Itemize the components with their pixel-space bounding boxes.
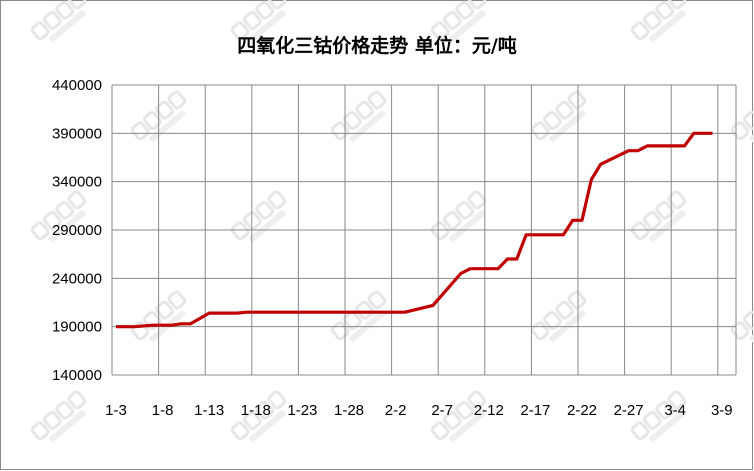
watermark-logo xyxy=(430,0,487,43)
x-tick-label: 3-9 xyxy=(711,402,733,419)
chart-title: 四氧化三钴价格走势 单位：元/吨 xyxy=(237,34,517,57)
y-tick-label: 290000 xyxy=(52,222,102,239)
x-tick-label: 2-17 xyxy=(520,402,550,419)
x-tick-label: 1-28 xyxy=(334,402,364,419)
x-tick-label: 3-4 xyxy=(664,402,686,419)
y-tick-label: 390000 xyxy=(52,125,102,142)
x-tick-label: 2-27 xyxy=(614,402,644,419)
watermark-logo xyxy=(430,190,487,243)
x-tick-label: 1-23 xyxy=(287,402,317,419)
watermark-logo xyxy=(530,90,587,143)
x-tick-label: 2-12 xyxy=(474,402,504,419)
watermark-logo xyxy=(230,0,287,43)
x-tick-label: 1-8 xyxy=(152,402,174,419)
watermark-logo xyxy=(230,390,287,443)
x-axis-ticks: 1-3 1-8 1-13 1-18 1-23 1-28 2-2 2-7 2-12 2-17 2-22… xyxy=(105,402,732,419)
y-tick-label: 140000 xyxy=(52,367,102,384)
watermark-logo xyxy=(430,390,487,443)
y-tick-label: 440000 xyxy=(52,77,102,94)
watermark-logo xyxy=(30,390,87,443)
gridlines xyxy=(111,84,737,376)
watermark-logo xyxy=(330,290,387,343)
x-tick-label: 1-18 xyxy=(241,402,271,419)
y-tick-label: 190000 xyxy=(52,319,102,336)
x-tick-label: 1-13 xyxy=(194,402,224,419)
watermark-logo xyxy=(230,190,287,243)
x-tick-label: 1-3 xyxy=(105,402,127,419)
watermark-logo xyxy=(630,390,687,443)
watermark-logo xyxy=(530,290,587,343)
x-tick-label: 2-2 xyxy=(385,402,407,419)
x-tick-label: 2-22 xyxy=(567,402,597,419)
price-line xyxy=(116,131,713,329)
x-tick-label: 2-7 xyxy=(431,402,453,419)
y-tick-label: 340000 xyxy=(52,174,102,191)
watermark-logo xyxy=(30,190,87,243)
watermark-logo xyxy=(130,90,187,143)
watermark-logo xyxy=(630,190,687,243)
watermark-logo xyxy=(30,0,87,43)
y-tick-label: 240000 xyxy=(52,270,102,287)
watermark-logo xyxy=(630,0,687,43)
y-axis-ticks: 140000 190000 240000 290000 340000 390000 4400… xyxy=(52,77,102,384)
